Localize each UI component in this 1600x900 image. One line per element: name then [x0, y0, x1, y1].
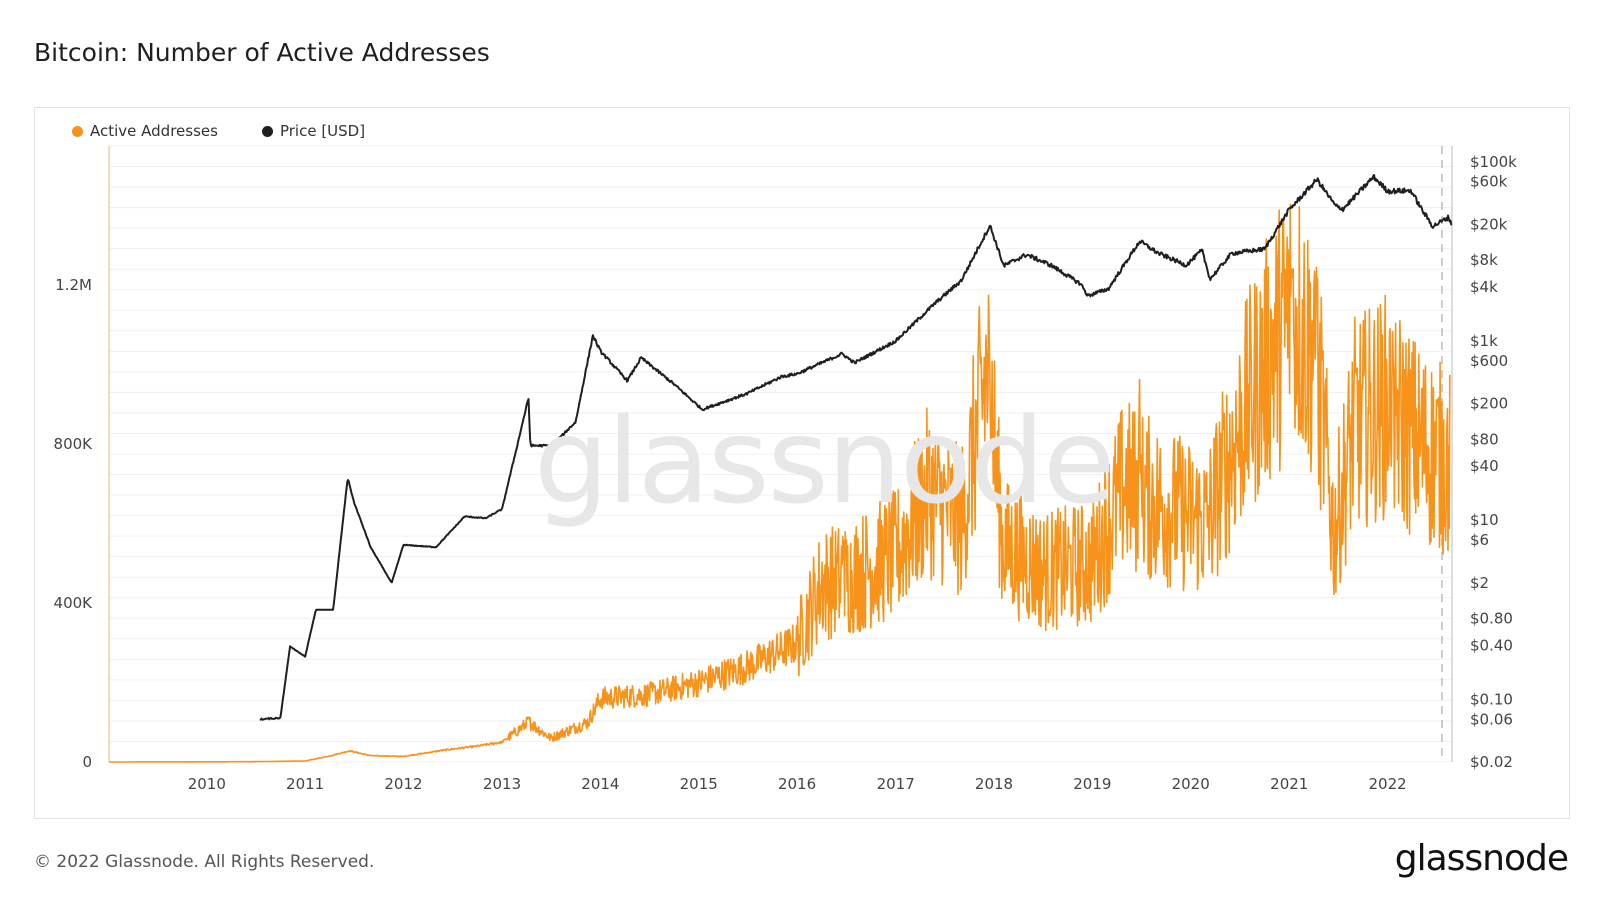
y-right-tick-label: $40	[1470, 457, 1499, 475]
watermark: glassnode	[534, 392, 1115, 530]
legend-label-price: Price [USD]	[279, 122, 366, 140]
x-tick-label: 2017	[877, 775, 915, 793]
y-right-tick-label: $600	[1470, 352, 1508, 370]
legend-item-active-addresses[interactable]: Active Addresses	[72, 122, 218, 140]
y-left-tick-label: 0	[82, 753, 92, 771]
x-tick-label: 2012	[384, 775, 422, 793]
y-right-tick-label: $4k	[1470, 278, 1498, 296]
y-right-tick-label: $0.02	[1470, 753, 1513, 771]
y-right-tick-label: $2	[1470, 574, 1489, 592]
legend-label-active: Active Addresses	[90, 122, 218, 140]
x-tick-label: 2019	[1073, 775, 1111, 793]
legend-dot-active	[72, 125, 83, 137]
page-title: Bitcoin: Number of Active Addresses	[34, 38, 490, 67]
y-right-tick-label: $1k	[1470, 332, 1498, 350]
y-left-tick-label: 800K	[54, 435, 94, 453]
y-right-tick-label: $80	[1470, 430, 1499, 448]
legend: Active Addresses Price [USD]	[72, 122, 365, 140]
x-tick-label: 2016	[778, 775, 816, 793]
y-left-tick-label: 1.2M	[55, 276, 92, 294]
y-right-tick-label: $60k	[1470, 173, 1508, 191]
x-tick-label: 2010	[188, 775, 226, 793]
y-right-tick-label: $20k	[1470, 215, 1508, 233]
y-right-tick-label: $0.10	[1470, 690, 1513, 708]
y-right-tick-label: $6	[1470, 531, 1489, 549]
x-tick-label: 2013	[483, 775, 521, 793]
legend-item-price[interactable]: Price [USD]	[261, 122, 366, 140]
x-tick-label: 2015	[680, 775, 718, 793]
x-tick-label: 2018	[975, 775, 1013, 793]
x-tick-label: 2022	[1369, 775, 1407, 793]
y-right-tick-label: $8k	[1470, 251, 1498, 269]
series-price-usd	[259, 174, 1453, 721]
brand-logo: glassnode	[1394, 838, 1569, 879]
x-tick-label: 2021	[1270, 775, 1308, 793]
series-active-addresses	[108, 203, 1451, 763]
y-right-tick-label: $100k	[1470, 153, 1517, 171]
y-right-tick-label: $0.06	[1470, 710, 1513, 728]
y-right-tick-label: $200	[1470, 395, 1508, 413]
copyright: © 2022 Glassnode. All Rights Reserved.	[34, 852, 375, 872]
y-right-tick-label: $0.80	[1470, 609, 1513, 627]
y-right-tick-label: $10	[1470, 511, 1499, 529]
y-left-tick-label: 400K	[54, 594, 94, 612]
x-tick-label: 2014	[581, 775, 619, 793]
chart-panel	[34, 107, 1570, 819]
x-tick-label: 2020	[1172, 775, 1210, 793]
x-tick-label: 2011	[286, 775, 324, 793]
legend-dot-price	[261, 125, 273, 137]
y-right-tick-label: $0.40	[1470, 636, 1513, 654]
